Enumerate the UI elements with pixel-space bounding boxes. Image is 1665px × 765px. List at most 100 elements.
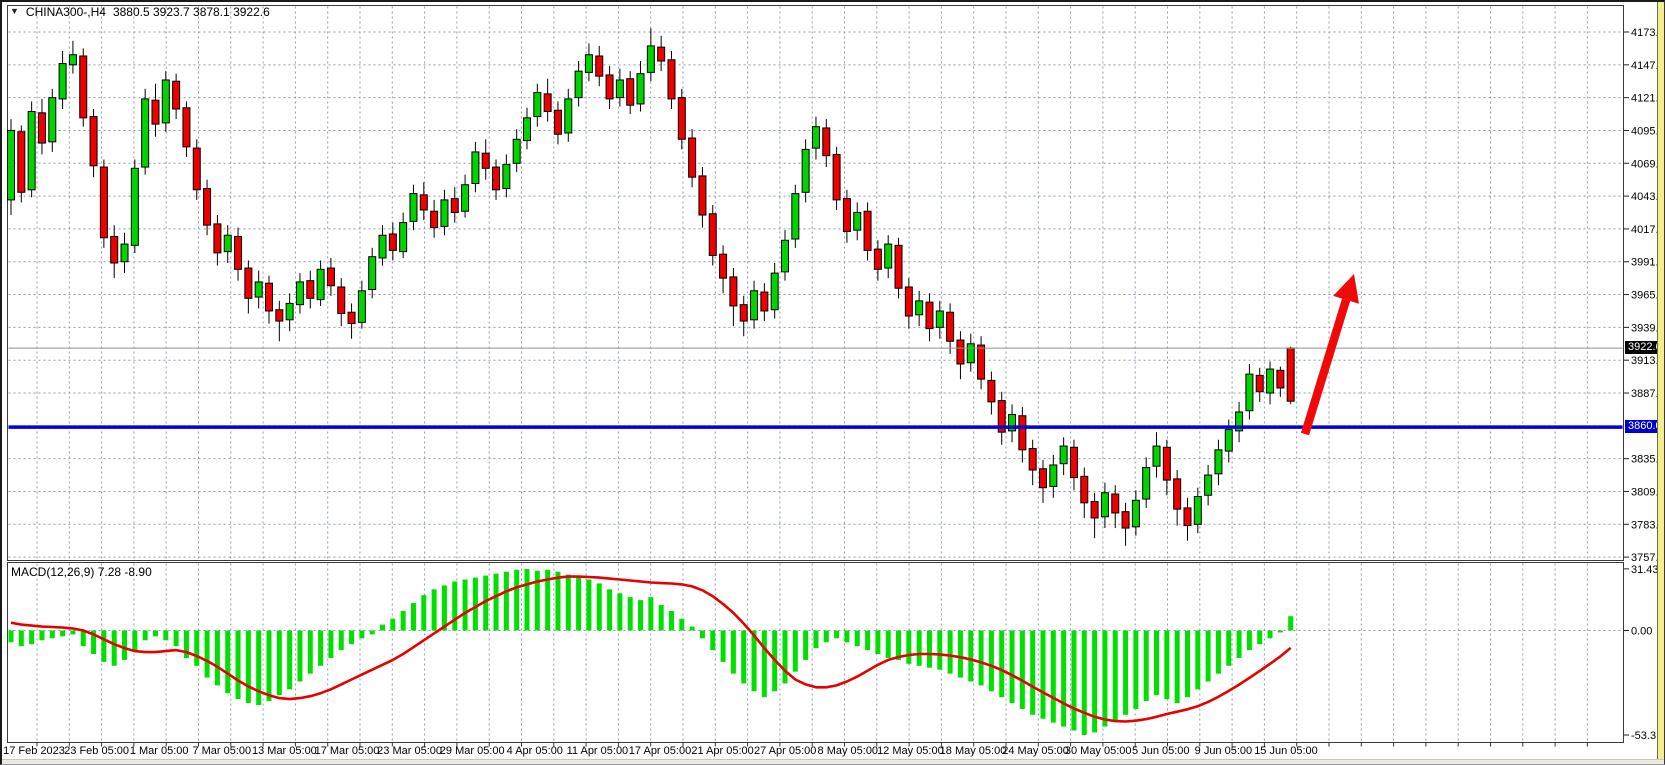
candle[interactable] [89, 116, 98, 167]
candle[interactable] [481, 152, 490, 169]
candle[interactable] [1008, 413, 1017, 432]
candle[interactable] [1080, 475, 1089, 504]
candle[interactable] [430, 210, 439, 229]
candle[interactable] [894, 244, 903, 289]
candle[interactable] [295, 281, 304, 306]
candle[interactable] [316, 268, 325, 301]
candle[interactable] [68, 54, 77, 66]
candle[interactable] [1131, 499, 1140, 528]
candle[interactable] [1245, 373, 1254, 412]
candle[interactable] [698, 175, 707, 216]
candle[interactable] [615, 79, 624, 99]
candle[interactable] [935, 310, 944, 328]
candle[interactable] [347, 311, 356, 325]
candle[interactable] [461, 184, 470, 212]
candle[interactable] [1204, 474, 1213, 496]
candle[interactable] [657, 46, 666, 62]
candle[interactable] [99, 166, 108, 239]
candle[interactable] [739, 304, 748, 322]
trend-arrow-shaft[interactable] [1300, 298, 1351, 436]
candle[interactable] [584, 54, 593, 73]
candle[interactable] [863, 210, 872, 251]
candle[interactable] [58, 63, 67, 100]
candle[interactable] [523, 117, 531, 142]
trend-arrow-annotation[interactable] [1333, 274, 1360, 304]
candle[interactable] [811, 126, 820, 149]
candle[interactable] [409, 193, 418, 222]
right-scroll-strip[interactable] [1657, 2, 1664, 759]
candle[interactable] [708, 213, 717, 256]
candle[interactable] [1173, 478, 1182, 510]
candle[interactable] [904, 286, 913, 317]
candle[interactable] [719, 253, 728, 279]
candle[interactable] [326, 267, 335, 287]
candle[interactable] [192, 147, 201, 191]
candle[interactable] [1028, 448, 1037, 471]
candle[interactable] [770, 272, 779, 311]
candle[interactable] [791, 193, 800, 240]
candle[interactable] [1162, 446, 1171, 481]
candle[interactable] [1069, 446, 1078, 479]
candle[interactable] [1255, 374, 1264, 393]
candle[interactable] [915, 300, 924, 316]
candle[interactable] [925, 301, 934, 330]
candle[interactable] [966, 343, 975, 364]
candle[interactable] [1214, 449, 1223, 475]
candle[interactable] [1152, 445, 1161, 467]
candle[interactable] [626, 78, 635, 106]
candle[interactable] [1142, 466, 1151, 500]
candle[interactable] [244, 267, 253, 299]
candle[interactable] [27, 111, 36, 191]
candle[interactable] [388, 233, 397, 251]
candle[interactable] [543, 93, 552, 113]
candle[interactable] [987, 379, 996, 403]
candle[interactable] [110, 235, 119, 264]
candle[interactable] [667, 59, 676, 100]
candle[interactable] [1266, 368, 1275, 394]
candle[interactable] [801, 148, 810, 193]
candle[interactable] [1235, 411, 1244, 432]
candle[interactable] [213, 223, 222, 254]
candle[interactable] [471, 151, 480, 184]
candle[interactable] [378, 234, 387, 259]
candle[interactable] [120, 243, 129, 263]
candle[interactable] [265, 282, 273, 312]
candle[interactable] [1224, 429, 1233, 452]
candle[interactable] [512, 138, 521, 164]
candle[interactable] [781, 239, 789, 273]
candle[interactable] [574, 70, 583, 99]
candle[interactable] [884, 243, 893, 269]
candle[interactable] [553, 109, 562, 135]
candle[interactable] [677, 97, 686, 140]
candle[interactable] [203, 188, 212, 226]
candle[interactable] [1193, 496, 1202, 525]
candle[interactable] [172, 80, 181, 110]
candle[interactable] [141, 98, 150, 168]
candle[interactable] [223, 234, 232, 253]
candle[interactable] [492, 166, 501, 191]
candle[interactable] [234, 235, 243, 270]
symbol-dropdown-icon[interactable]: ▼ [10, 6, 19, 16]
candle[interactable] [1018, 415, 1027, 451]
candle[interactable] [502, 164, 511, 190]
candle[interactable] [832, 153, 841, 201]
candle[interactable] [130, 167, 139, 246]
candle[interactable] [956, 339, 965, 365]
candle[interactable] [853, 212, 862, 231]
candle[interactable] [1121, 511, 1130, 529]
candle[interactable] [605, 74, 614, 100]
candle[interactable] [1090, 501, 1099, 519]
candle[interactable] [564, 98, 573, 134]
candle[interactable] [440, 199, 449, 227]
candle[interactable] [760, 291, 769, 312]
candle[interactable] [1100, 492, 1109, 518]
candle[interactable] [1111, 493, 1120, 514]
candle[interactable] [450, 198, 459, 214]
candle[interactable] [1039, 468, 1047, 489]
candle[interactable] [1049, 464, 1058, 487]
candle[interactable] [254, 281, 263, 298]
candle[interactable] [368, 256, 377, 291]
candle[interactable] [357, 290, 366, 323]
candle[interactable] [285, 302, 294, 321]
candle[interactable] [419, 194, 428, 211]
